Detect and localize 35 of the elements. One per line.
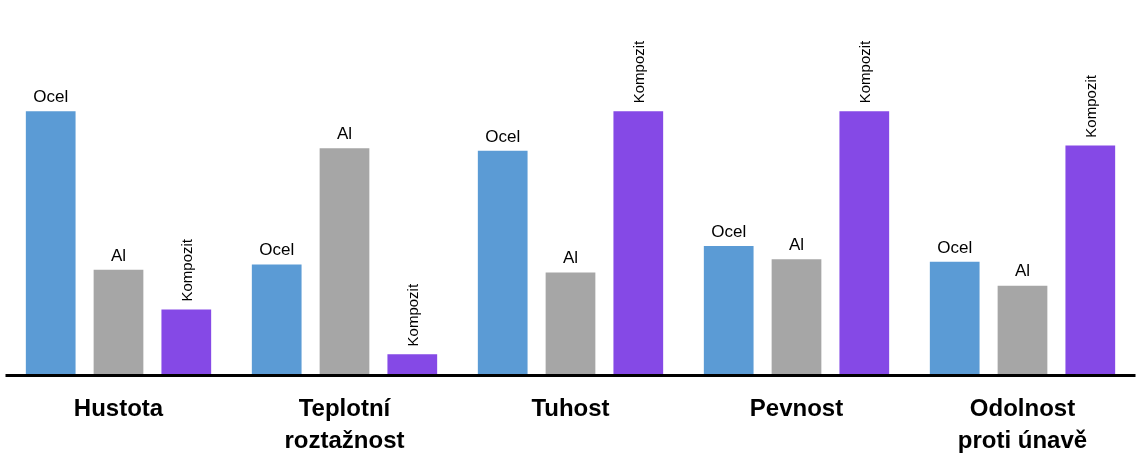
bar [251, 264, 302, 376]
text: Kompozit [1081, 75, 1099, 138]
bar [1065, 145, 1116, 376]
text: Ocel [711, 221, 747, 241]
series-label: Ocel [33, 86, 69, 106]
text: Al [336, 123, 353, 143]
text: Kompozit [855, 40, 873, 104]
x-tick-label: Pevnost [749, 393, 844, 421]
text: Kompozit [177, 238, 195, 302]
x-tick-label: Teplotní roztažnost [284, 393, 405, 453]
text: Kompozit [629, 39, 647, 104]
text: Al [562, 248, 579, 268]
bar [997, 285, 1048, 376]
bar [613, 111, 664, 376]
bar [161, 309, 212, 376]
text: Ocel [259, 240, 295, 260]
bar [703, 246, 754, 376]
bar [93, 269, 144, 376]
x-tick-label: Hustota [73, 393, 164, 421]
bar [25, 111, 76, 376]
bar [319, 148, 370, 376]
bar [929, 261, 980, 376]
text: Ocel [485, 126, 521, 146]
bar [545, 272, 596, 376]
x-tick-label: Tuhost [531, 393, 610, 421]
text: Ocel [937, 237, 973, 257]
text: Al [110, 245, 127, 265]
bar [477, 150, 528, 376]
x-tick-label: Odolnost proti únavě [957, 393, 1088, 453]
bar [839, 111, 890, 376]
bar [771, 259, 822, 376]
series-label: Al [788, 234, 805, 254]
text: Al [1014, 261, 1031, 281]
bar [387, 354, 438, 376]
text: Kompozit [403, 283, 421, 347]
